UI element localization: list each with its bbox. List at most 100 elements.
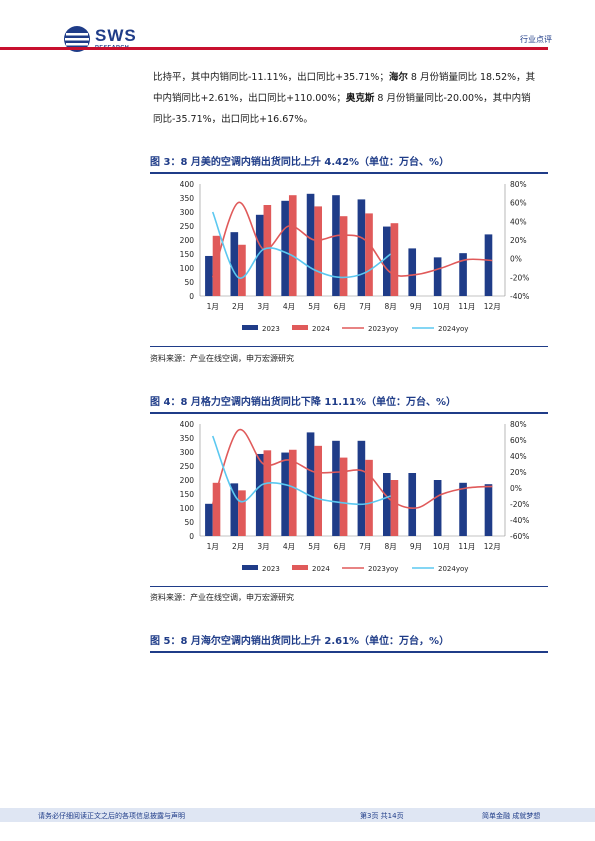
y-tick-label: 200 bbox=[180, 236, 195, 245]
y2-tick-label: 40% bbox=[510, 452, 527, 461]
x-tick-label: 9月 bbox=[410, 302, 422, 311]
bar-2023 bbox=[484, 484, 493, 536]
y-tick-label: 0 bbox=[189, 292, 194, 301]
bar-2023 bbox=[459, 253, 467, 296]
bar-2024 bbox=[212, 482, 221, 536]
figure-5-top-rule bbox=[150, 651, 548, 653]
bar-2023 bbox=[306, 193, 315, 296]
legend-label: 2023yoy bbox=[368, 565, 398, 573]
y-tick-label: 50 bbox=[184, 518, 194, 527]
y2-tick-label: 0% bbox=[510, 484, 522, 493]
line-2024yoy bbox=[211, 211, 392, 279]
y-tick-label: 250 bbox=[180, 462, 195, 471]
bar-2023 bbox=[332, 440, 340, 536]
legend-label: 2023 bbox=[262, 565, 280, 573]
x-tick-label: 4月 bbox=[283, 542, 295, 551]
bar-2023 bbox=[332, 195, 340, 296]
bar-2024 bbox=[365, 213, 373, 296]
legend-label: 2024 bbox=[312, 325, 330, 333]
footer-slogan: 简单金融 成就梦想 bbox=[482, 812, 541, 820]
x-tick-label: 5月 bbox=[308, 302, 320, 311]
bar-2023 bbox=[230, 232, 239, 296]
footer-page-number: 第3页 共14页 bbox=[360, 812, 404, 820]
y2-tick-label: -20% bbox=[510, 500, 529, 509]
x-tick-label: 7月 bbox=[359, 302, 371, 311]
y-tick-label: 150 bbox=[180, 490, 195, 499]
bar-2023 bbox=[383, 226, 391, 296]
bar-2023 bbox=[433, 257, 442, 296]
x-tick-label: 11月 bbox=[458, 302, 475, 311]
x-tick-label: 1月 bbox=[207, 542, 219, 551]
bar-2023 bbox=[408, 248, 417, 296]
paragraph-line-3: 同比-35.71%，出口同比+16.67%。 bbox=[153, 109, 549, 130]
bar-2024 bbox=[238, 490, 246, 536]
figure-4-source: 资料来源：产业在线空调，申万宏源研究 bbox=[150, 593, 294, 602]
y-tick-label: 400 bbox=[180, 420, 195, 429]
bar-2023 bbox=[230, 483, 239, 536]
x-tick-label: 9月 bbox=[410, 542, 422, 551]
y2-tick-label: 0% bbox=[510, 255, 522, 264]
bar-2023 bbox=[205, 503, 213, 536]
figure-3-top-rule bbox=[150, 172, 548, 174]
x-tick-label: 7月 bbox=[359, 542, 371, 551]
figure-3-source: 资料来源：产业在线空调，申万宏源研究 bbox=[150, 354, 294, 363]
y-tick-label: 0 bbox=[189, 532, 194, 541]
header-rule bbox=[0, 47, 548, 50]
y-tick-label: 150 bbox=[180, 250, 195, 259]
bar-2023 bbox=[357, 199, 366, 296]
x-tick-label: 12月 bbox=[484, 542, 501, 551]
bar-2024 bbox=[238, 244, 246, 296]
y2-tick-label: -20% bbox=[510, 273, 529, 282]
figure-5-title: 图 5：8 月海尔空调内销出货同比上升 2.61%（单位：万台，%） bbox=[150, 636, 450, 647]
x-tick-label: 3月 bbox=[257, 302, 269, 311]
brand-haier: 海尔 bbox=[388, 72, 408, 83]
bar-2024 bbox=[314, 445, 322, 536]
y-tick-label: 300 bbox=[180, 448, 195, 457]
y2-tick-label: 40% bbox=[510, 217, 527, 226]
y2-tick-label: -40% bbox=[510, 516, 529, 525]
y-tick-label: 350 bbox=[180, 434, 195, 443]
y2-tick-label: 60% bbox=[510, 199, 527, 208]
x-tick-label: 5月 bbox=[308, 542, 320, 551]
x-tick-label: 3月 bbox=[257, 542, 269, 551]
brand-aux: 奥克斯 bbox=[345, 93, 375, 104]
bar-2024 bbox=[288, 449, 297, 536]
figure-3-title: 图 3：8 月美的空调内销出货同比上升 4.42%（单位：万台、%） bbox=[150, 157, 450, 168]
bar-2023 bbox=[255, 453, 264, 536]
report-category: 行业点评 bbox=[520, 35, 552, 44]
y2-tick-label: 80% bbox=[510, 420, 527, 429]
bar-2024 bbox=[263, 205, 272, 296]
legend-label: 2024yoy bbox=[438, 565, 468, 573]
figure-4-title: 图 4：8 月格力空调内销出货同比下降 11.11%（单位：万台、%） bbox=[150, 397, 457, 408]
bar-2024 bbox=[314, 206, 322, 296]
figure-3-chart: 400 350 300 250 200 150 100 50 0 80% 60% 40% 20% 0% -2… bbox=[180, 180, 530, 333]
bar-2023 bbox=[408, 473, 417, 536]
paragraph-line-1: 比持平，其中内销同比-11.11%，出口同比+35.71%；海尔 8 月份销量同… bbox=[153, 67, 549, 88]
text-run: 比持平，其中内销同比-11.11%，出口同比+35.71%； bbox=[153, 72, 389, 83]
figure-3-bottom-rule bbox=[150, 346, 548, 347]
x-tick-label: 2月 bbox=[232, 542, 244, 551]
legend-label: 2023 bbox=[262, 325, 280, 333]
bar-2023 bbox=[281, 452, 289, 536]
bar-2023 bbox=[306, 432, 315, 536]
x-tick-label: 8月 bbox=[384, 542, 396, 551]
y2-tick-label: -40% bbox=[510, 292, 529, 301]
text-run: 8 月份销量同比 18.52%，其 bbox=[407, 72, 536, 83]
figure-4-bottom-rule bbox=[150, 586, 548, 587]
y-tick-label: 50 bbox=[184, 278, 194, 287]
y2-tick-label: 80% bbox=[510, 180, 527, 189]
line-2023yoy bbox=[211, 428, 493, 509]
y-tick-label: 100 bbox=[180, 264, 195, 273]
y2-tick-label: 20% bbox=[510, 236, 527, 245]
x-tick-label: 2月 bbox=[232, 302, 244, 311]
bar-2023 bbox=[383, 473, 391, 536]
x-tick-label: 6月 bbox=[334, 542, 346, 551]
legend-swatch bbox=[242, 325, 258, 330]
bar-2024 bbox=[288, 195, 297, 296]
legend-swatch bbox=[242, 565, 258, 570]
x-tick-label: 6月 bbox=[334, 302, 346, 311]
y-tick-label: 200 bbox=[180, 476, 195, 485]
legend-swatch bbox=[292, 325, 308, 330]
figure-4-chart: 400 350 300 250 200 150 100 50 0 80% 60% 40% 20% 0% -2… bbox=[180, 420, 530, 573]
x-tick-label: 4月 bbox=[283, 302, 295, 311]
